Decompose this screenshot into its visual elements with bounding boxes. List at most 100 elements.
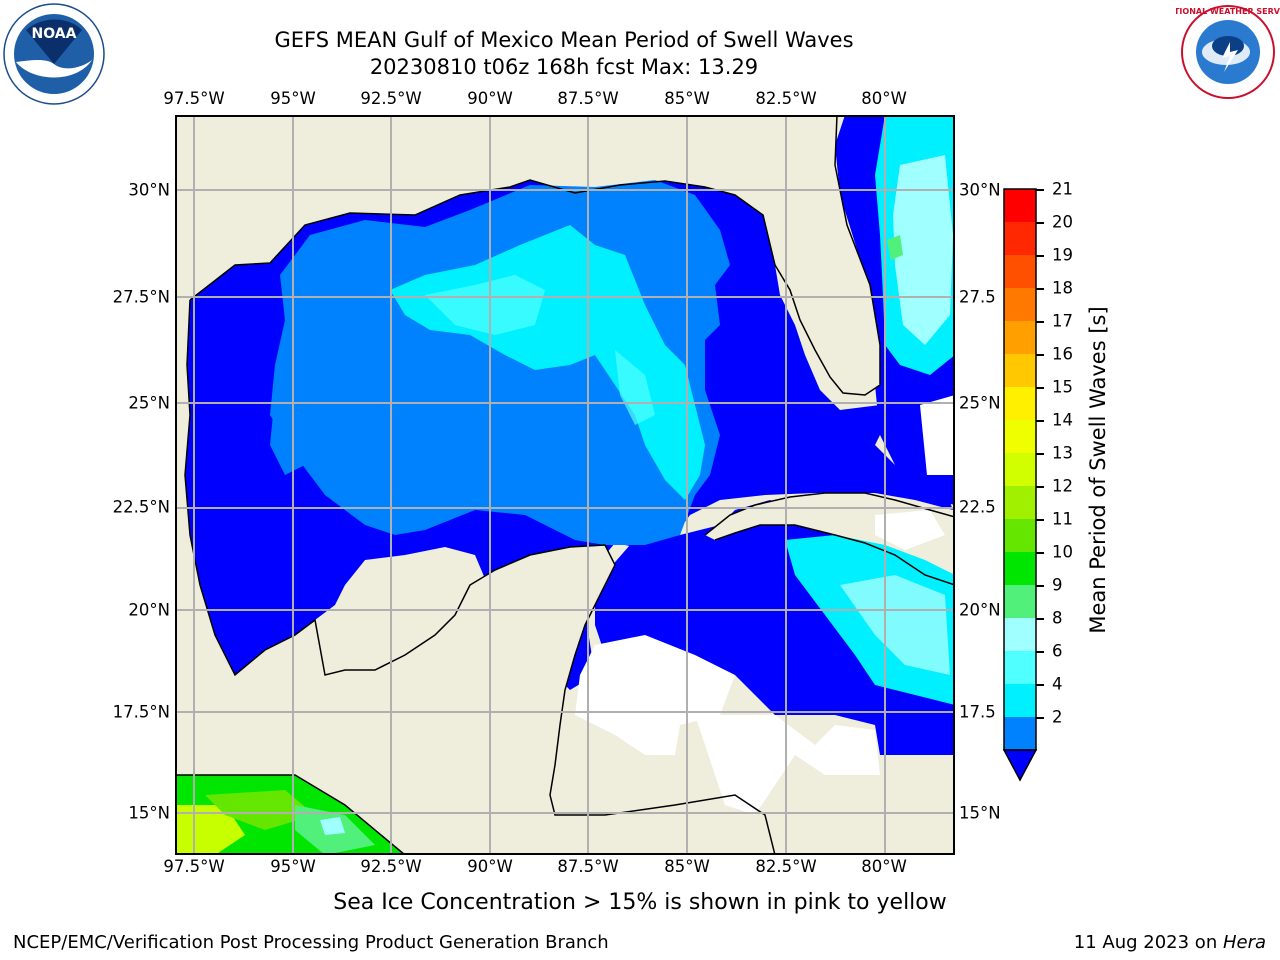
colorbar-swatch [1004, 354, 1036, 388]
colorbar-tick-mark [1036, 453, 1044, 455]
lat-label-right: 20°N [959, 600, 1001, 620]
caribbean-period-8 [840, 575, 950, 675]
colorbar-tick-mark [1036, 684, 1044, 686]
colorbar-swatch [1004, 717, 1036, 751]
colorbar-tick-mark [1036, 651, 1044, 653]
graticule [175, 115, 955, 855]
nodata-patch [575, 635, 735, 755]
lat-label-right: 25°N [959, 393, 1001, 413]
colorbar-tick-label: 17 [1052, 311, 1073, 331]
colorbar-tick-label: 12 [1052, 476, 1073, 496]
colorbar-swatch [1004, 453, 1036, 487]
nodata-patch [695, 715, 880, 815]
colorbar-tick-label: 21 [1052, 179, 1073, 199]
lon-label-bottom: 90°W [467, 857, 513, 876]
colorbar-tick-mark [1036, 354, 1044, 356]
lon-label-bottom: 87.5°W [557, 857, 619, 876]
lat-label-right: 17.5 [959, 702, 996, 722]
footer-branch: NCEP/EMC/Verification Post Processing Pr… [13, 932, 609, 953]
colorbar-swatch [1004, 651, 1036, 685]
colorbar-tick-mark [1036, 387, 1044, 389]
lat-label-right: 22.5 [959, 497, 996, 517]
lon-label-bottom: 80°W [861, 857, 907, 876]
noaa-logo: NOAA [3, 3, 105, 105]
lon-label-top: 82.5°W [755, 89, 817, 108]
footer-date-text: 11 Aug 2023 on [1073, 932, 1223, 953]
colorbar-tick-label: 2 [1052, 707, 1063, 727]
colorbar-swatch [1004, 552, 1036, 586]
lon-label-bottom: 85°W [664, 857, 710, 876]
lat-label-left: 25°N [128, 393, 170, 413]
lon-label-bottom: 95°W [270, 857, 316, 876]
chart-subtitle: 20230810 t06z 168h fcst Max: 13.29 [369, 55, 759, 79]
colorbar-tick-mark [1036, 189, 1044, 191]
colorbar-tick-label: 20 [1052, 212, 1073, 232]
lon-label-top: 80°W [861, 89, 907, 108]
colorbar-tick-label: 18 [1052, 278, 1073, 298]
colorbar-tick-label: 10 [1052, 542, 1073, 562]
footer-date: 11 Aug 2023 on Hera [1074, 932, 1266, 953]
lat-label-left: 27.5°N [112, 287, 170, 307]
lon-label-bottom: 92.5°W [360, 857, 422, 876]
colorbar-tick-label: 15 [1052, 377, 1073, 397]
colorbar-swatch [1004, 189, 1036, 223]
colorbar-tick-mark [1036, 552, 1044, 554]
colorbar-tick-label: 13 [1052, 443, 1073, 463]
lon-label-top: 92.5°W [360, 89, 422, 108]
lat-label-right: 27.5 [959, 287, 996, 307]
colorbar-tick-label: 4 [1052, 674, 1063, 694]
lat-label-left: 30°N [128, 180, 170, 200]
colorbar [1002, 188, 1038, 782]
lon-label-top: 90°W [467, 89, 513, 108]
nws-logo: NATIONAL WEATHER SERVICE [1176, 5, 1280, 99]
colorbar-swatch [1004, 519, 1036, 553]
coastlines [175, 115, 955, 855]
pacific-period-11 [205, 790, 315, 830]
lon-label-top: 87.5°W [557, 89, 619, 108]
map [175, 115, 955, 855]
colorbar-tick-mark [1036, 420, 1044, 422]
footer-host: Hera [1222, 932, 1266, 953]
colorbar-tick-label: 8 [1052, 608, 1063, 628]
lon-label-top: 95°W [270, 89, 316, 108]
colorbar-swatch [1004, 288, 1036, 322]
colorbar-tick-label: 16 [1052, 344, 1073, 364]
colorbar-tick-mark [1036, 255, 1044, 257]
colorbar-tick-mark [1036, 321, 1044, 323]
pacific-period-12 [175, 805, 245, 855]
nodata-patch [920, 395, 955, 475]
gulf-period-2b [270, 395, 335, 475]
colorbar-tick-mark [1036, 585, 1044, 587]
lon-label-top: 97.5°W [163, 89, 225, 108]
colorbar-tick-label: 11 [1052, 509, 1073, 529]
colorbar-swatch [1004, 684, 1036, 718]
pacific-period-8 [320, 817, 345, 835]
sea-ice-note: Sea Ice Concentration > 15% is shown in … [333, 890, 947, 915]
colorbar-swatch [1004, 420, 1036, 454]
colorbar-swatch [1004, 387, 1036, 421]
colorbar-tick-mark [1036, 486, 1044, 488]
lat-label-right: 30°N [959, 180, 1001, 200]
lat-label-left: 20°N [128, 600, 170, 620]
lon-label-bottom: 82.5°W [755, 857, 817, 876]
colorbar-swatch [1004, 486, 1036, 520]
colorbar-swatch [1004, 321, 1036, 355]
nws-logo-text: NATIONAL WEATHER SERVICE [1176, 7, 1280, 16]
lon-label-top: 85°W [664, 89, 710, 108]
colorbar-tick-label: 14 [1052, 410, 1073, 430]
chart-title: GEFS MEAN Gulf of Mexico Mean Period of … [274, 28, 854, 52]
colorbar-swatch [1004, 618, 1036, 652]
colorbar-label: Mean Period of Swell Waves [s] [1086, 306, 1110, 634]
atlantic-period-9 [887, 235, 903, 260]
noaa-logo-text: NOAA [32, 26, 77, 42]
colorbar-extend-triangle [1002, 749, 1038, 782]
lat-label-left: 15°N [128, 803, 170, 823]
gulf-period-6 [425, 275, 545, 335]
lat-label-left: 22.5°N [112, 497, 170, 517]
nodata-patch [875, 510, 945, 550]
colorbar-tick-mark [1036, 222, 1044, 224]
lon-label-bottom: 97.5°W [163, 857, 225, 876]
gulf-period-6b [615, 350, 655, 425]
colorbar-swatch [1004, 585, 1036, 619]
colorbar-swatch [1004, 222, 1036, 256]
